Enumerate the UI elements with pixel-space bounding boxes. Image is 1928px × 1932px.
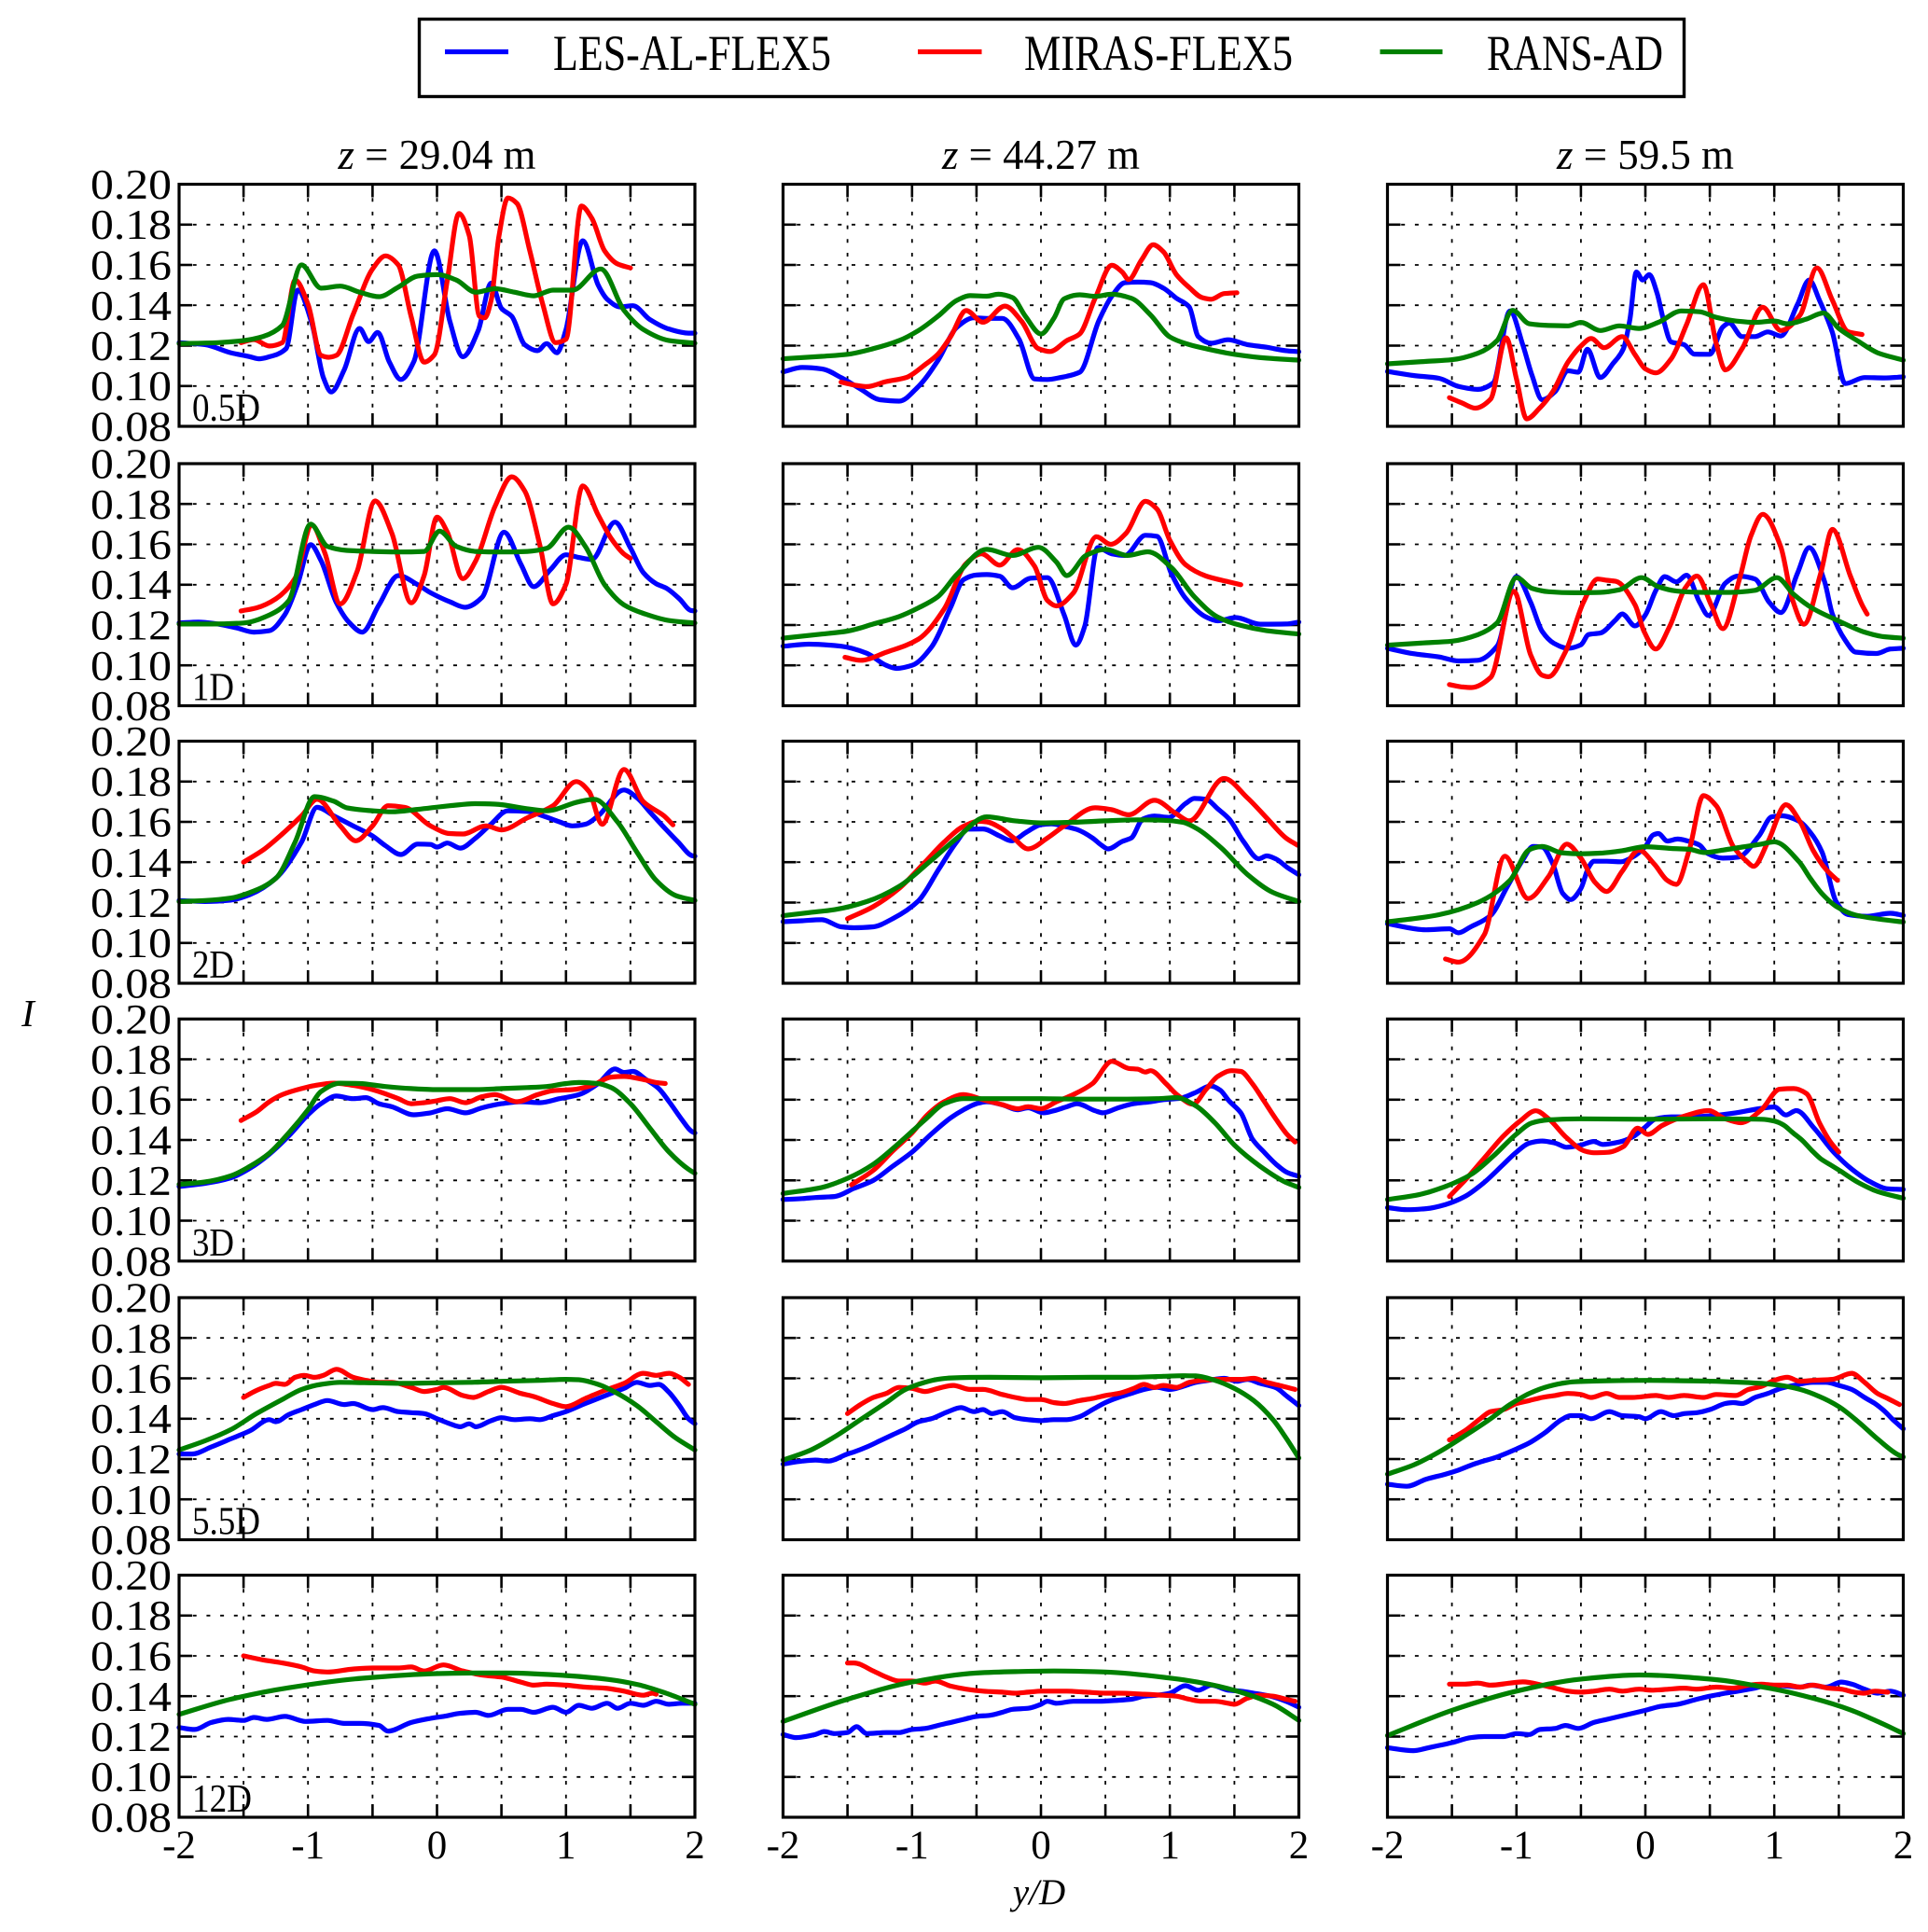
- svg-text:0.20: 0.20: [90, 161, 172, 208]
- svg-text:0.20: 0.20: [90, 718, 172, 765]
- svg-text:z = 44.27 m: z = 44.27 m: [941, 131, 1140, 178]
- svg-text:0: 0: [1635, 1824, 1656, 1868]
- svg-text:0.14: 0.14: [90, 840, 172, 886]
- svg-text:-2: -2: [162, 1824, 196, 1868]
- svg-text:0.08: 0.08: [90, 1517, 172, 1564]
- svg-text:0.08: 0.08: [90, 961, 172, 1008]
- svg-text:2D: 2D: [192, 944, 234, 987]
- svg-text:0.18: 0.18: [90, 1315, 172, 1362]
- svg-text:1: 1: [1159, 1824, 1180, 1868]
- svg-text:-2: -2: [1371, 1824, 1405, 1868]
- svg-text:0.16: 0.16: [90, 521, 172, 568]
- svg-text:-1: -1: [1500, 1824, 1533, 1868]
- svg-text:0.18: 0.18: [90, 481, 172, 528]
- svg-text:0: 0: [427, 1824, 448, 1868]
- svg-text:0.12: 0.12: [90, 1437, 172, 1483]
- svg-text:0.08: 0.08: [90, 1238, 172, 1285]
- svg-text:0.16: 0.16: [90, 1355, 172, 1402]
- svg-text:0.16: 0.16: [90, 1633, 172, 1680]
- svg-text:0.10: 0.10: [90, 920, 172, 966]
- svg-text:-1: -1: [895, 1824, 929, 1868]
- svg-text:RANS-AD: RANS-AD: [1487, 25, 1663, 81]
- svg-text:0.14: 0.14: [90, 1396, 172, 1442]
- svg-text:5.5D: 5.5D: [192, 1501, 260, 1544]
- svg-text:3D: 3D: [192, 1222, 234, 1265]
- svg-text:0.08: 0.08: [90, 683, 172, 730]
- svg-text:0.10: 0.10: [90, 1477, 172, 1523]
- svg-text:0.18: 0.18: [90, 1592, 172, 1639]
- svg-text:1D: 1D: [192, 667, 234, 710]
- svg-text:z = 29.04 m: z = 29.04 m: [338, 131, 536, 178]
- svg-text:0.14: 0.14: [90, 1674, 172, 1720]
- svg-text:0.12: 0.12: [90, 1714, 172, 1760]
- svg-text:z = 59.5 m: z = 59.5 m: [1556, 131, 1734, 178]
- svg-text:0.10: 0.10: [90, 1754, 172, 1800]
- svg-text:1: 1: [556, 1824, 576, 1868]
- svg-text:2: 2: [1893, 1824, 1914, 1868]
- svg-text:0.10: 0.10: [90, 363, 172, 410]
- svg-text:0.08: 0.08: [90, 404, 172, 451]
- svg-text:0.10: 0.10: [90, 643, 172, 689]
- svg-text:0.14: 0.14: [90, 562, 172, 608]
- svg-text:0.16: 0.16: [90, 1077, 172, 1123]
- svg-text:y/D: y/D: [1009, 1872, 1065, 1912]
- svg-text:0.18: 0.18: [90, 202, 172, 248]
- svg-text:I: I: [21, 992, 36, 1035]
- svg-text:LES-AL-FLEX5: LES-AL-FLEX5: [553, 25, 831, 81]
- svg-text:0.14: 0.14: [90, 283, 172, 329]
- svg-text:2: 2: [1289, 1824, 1310, 1868]
- svg-text:0.12: 0.12: [90, 323, 172, 369]
- svg-text:0.20: 0.20: [90, 441, 172, 488]
- svg-text:0.14: 0.14: [90, 1118, 172, 1164]
- svg-text:0.20: 0.20: [90, 1552, 172, 1599]
- svg-text:0.18: 0.18: [90, 758, 172, 805]
- svg-text:0.20: 0.20: [90, 996, 172, 1043]
- svg-text:-2: -2: [767, 1824, 800, 1868]
- svg-text:0.12: 0.12: [90, 880, 172, 926]
- svg-text:0.10: 0.10: [90, 1198, 172, 1244]
- svg-text:0.20: 0.20: [90, 1275, 172, 1322]
- svg-text:2: 2: [685, 1824, 705, 1868]
- svg-text:0.08: 0.08: [90, 1795, 172, 1842]
- svg-text:0.16: 0.16: [90, 799, 172, 846]
- svg-text:0.16: 0.16: [90, 243, 172, 289]
- svg-text:-1: -1: [291, 1824, 325, 1868]
- svg-text:0.12: 0.12: [90, 603, 172, 649]
- svg-text:12D: 12D: [192, 1778, 252, 1821]
- svg-text:0.5D: 0.5D: [192, 387, 260, 430]
- svg-text:1: 1: [1764, 1824, 1784, 1868]
- svg-text:0: 0: [1031, 1824, 1051, 1868]
- svg-text:0.18: 0.18: [90, 1036, 172, 1083]
- svg-text:MIRAS-FLEX5: MIRAS-FLEX5: [1024, 25, 1293, 81]
- svg-text:0.12: 0.12: [90, 1158, 172, 1204]
